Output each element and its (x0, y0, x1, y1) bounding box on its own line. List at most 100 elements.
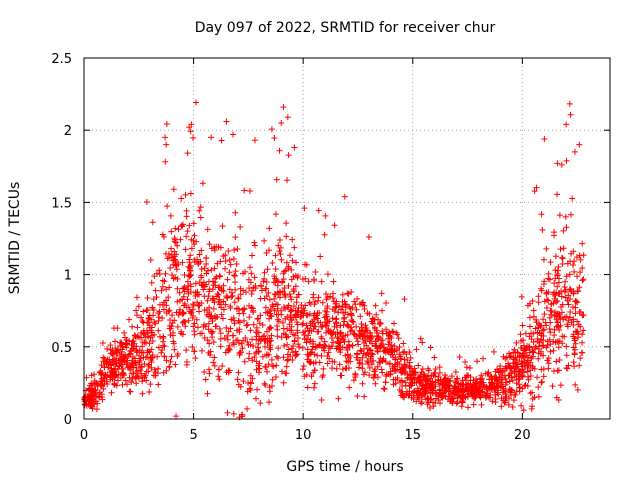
data-point (530, 307, 537, 314)
data-point (314, 315, 321, 322)
data-point (391, 320, 398, 327)
data-point (514, 349, 521, 356)
data-point (454, 394, 461, 401)
data-point (280, 270, 287, 277)
data-point (91, 371, 98, 378)
data-point (261, 332, 268, 339)
data-point (357, 313, 364, 320)
data-point (277, 244, 284, 251)
data-point (118, 348, 125, 355)
data-point (577, 269, 584, 276)
data-point (210, 359, 217, 366)
data-point (555, 279, 562, 286)
data-point (526, 314, 533, 321)
data-point (163, 367, 170, 374)
data-point (290, 303, 297, 310)
data-point (280, 304, 287, 311)
data-point (548, 301, 555, 308)
data-point (372, 371, 379, 378)
data-point (505, 372, 512, 379)
data-point (140, 319, 147, 326)
data-point (537, 350, 544, 357)
data-point (513, 364, 520, 371)
data-point (223, 369, 230, 376)
data-point (555, 263, 562, 270)
data-point (251, 137, 258, 144)
data-point (190, 134, 197, 141)
data-point (231, 299, 238, 306)
data-point (411, 365, 418, 372)
data-point (284, 325, 291, 332)
data-point (355, 341, 362, 348)
data-point (138, 370, 145, 377)
data-point (545, 360, 552, 367)
data-point (574, 273, 581, 280)
data-point (148, 356, 155, 363)
data-point (276, 147, 283, 154)
data-point (513, 388, 520, 395)
data-point (381, 386, 388, 393)
data-point (275, 311, 282, 318)
data-point (149, 338, 156, 345)
data-point (162, 134, 169, 141)
data-point (210, 282, 217, 289)
data-point (220, 306, 227, 313)
data-point (172, 258, 179, 265)
data-point (515, 376, 522, 383)
data-point (329, 358, 336, 365)
data-point (301, 261, 308, 268)
data-point (186, 273, 193, 280)
data-point (127, 350, 134, 357)
data-point (485, 369, 492, 376)
data-point (568, 250, 575, 257)
data-point (265, 361, 272, 368)
data-point (140, 327, 147, 334)
data-point (203, 260, 210, 267)
data-point (427, 344, 434, 351)
data-point (354, 392, 361, 399)
data-point (289, 357, 296, 364)
data-point (360, 336, 367, 343)
data-point (379, 307, 386, 314)
data-point (224, 409, 231, 416)
data-point (134, 373, 141, 380)
data-point (566, 286, 573, 293)
data-point (470, 401, 477, 408)
data-point (113, 382, 120, 389)
data-point (547, 348, 554, 355)
data-point (323, 322, 330, 329)
data-point (168, 254, 175, 261)
data-point (204, 390, 211, 397)
data-point (165, 308, 172, 315)
data-point (251, 274, 258, 281)
data-point (533, 316, 540, 323)
data-point (525, 376, 532, 383)
data-point (537, 322, 544, 329)
data-point (272, 265, 279, 272)
data-point (155, 365, 162, 372)
data-point (362, 322, 369, 329)
data-point (543, 344, 550, 351)
data-point (89, 390, 96, 397)
data-point (401, 296, 408, 303)
data-point (336, 339, 343, 346)
data-point (139, 390, 146, 397)
data-point (131, 332, 138, 339)
data-point (535, 293, 542, 300)
data-point (186, 264, 193, 271)
data-point (173, 413, 180, 420)
data-point (570, 290, 577, 297)
data-point (529, 348, 536, 355)
data-point (564, 260, 571, 267)
data-point (182, 246, 189, 253)
data-point (563, 157, 570, 164)
data-point (118, 365, 125, 372)
data-point (513, 339, 520, 346)
data-point (565, 301, 572, 308)
data-point (271, 273, 278, 280)
data-point (217, 343, 224, 350)
data-point (162, 250, 169, 257)
data-point (172, 361, 179, 368)
data-point (155, 327, 162, 334)
data-point (447, 398, 454, 405)
